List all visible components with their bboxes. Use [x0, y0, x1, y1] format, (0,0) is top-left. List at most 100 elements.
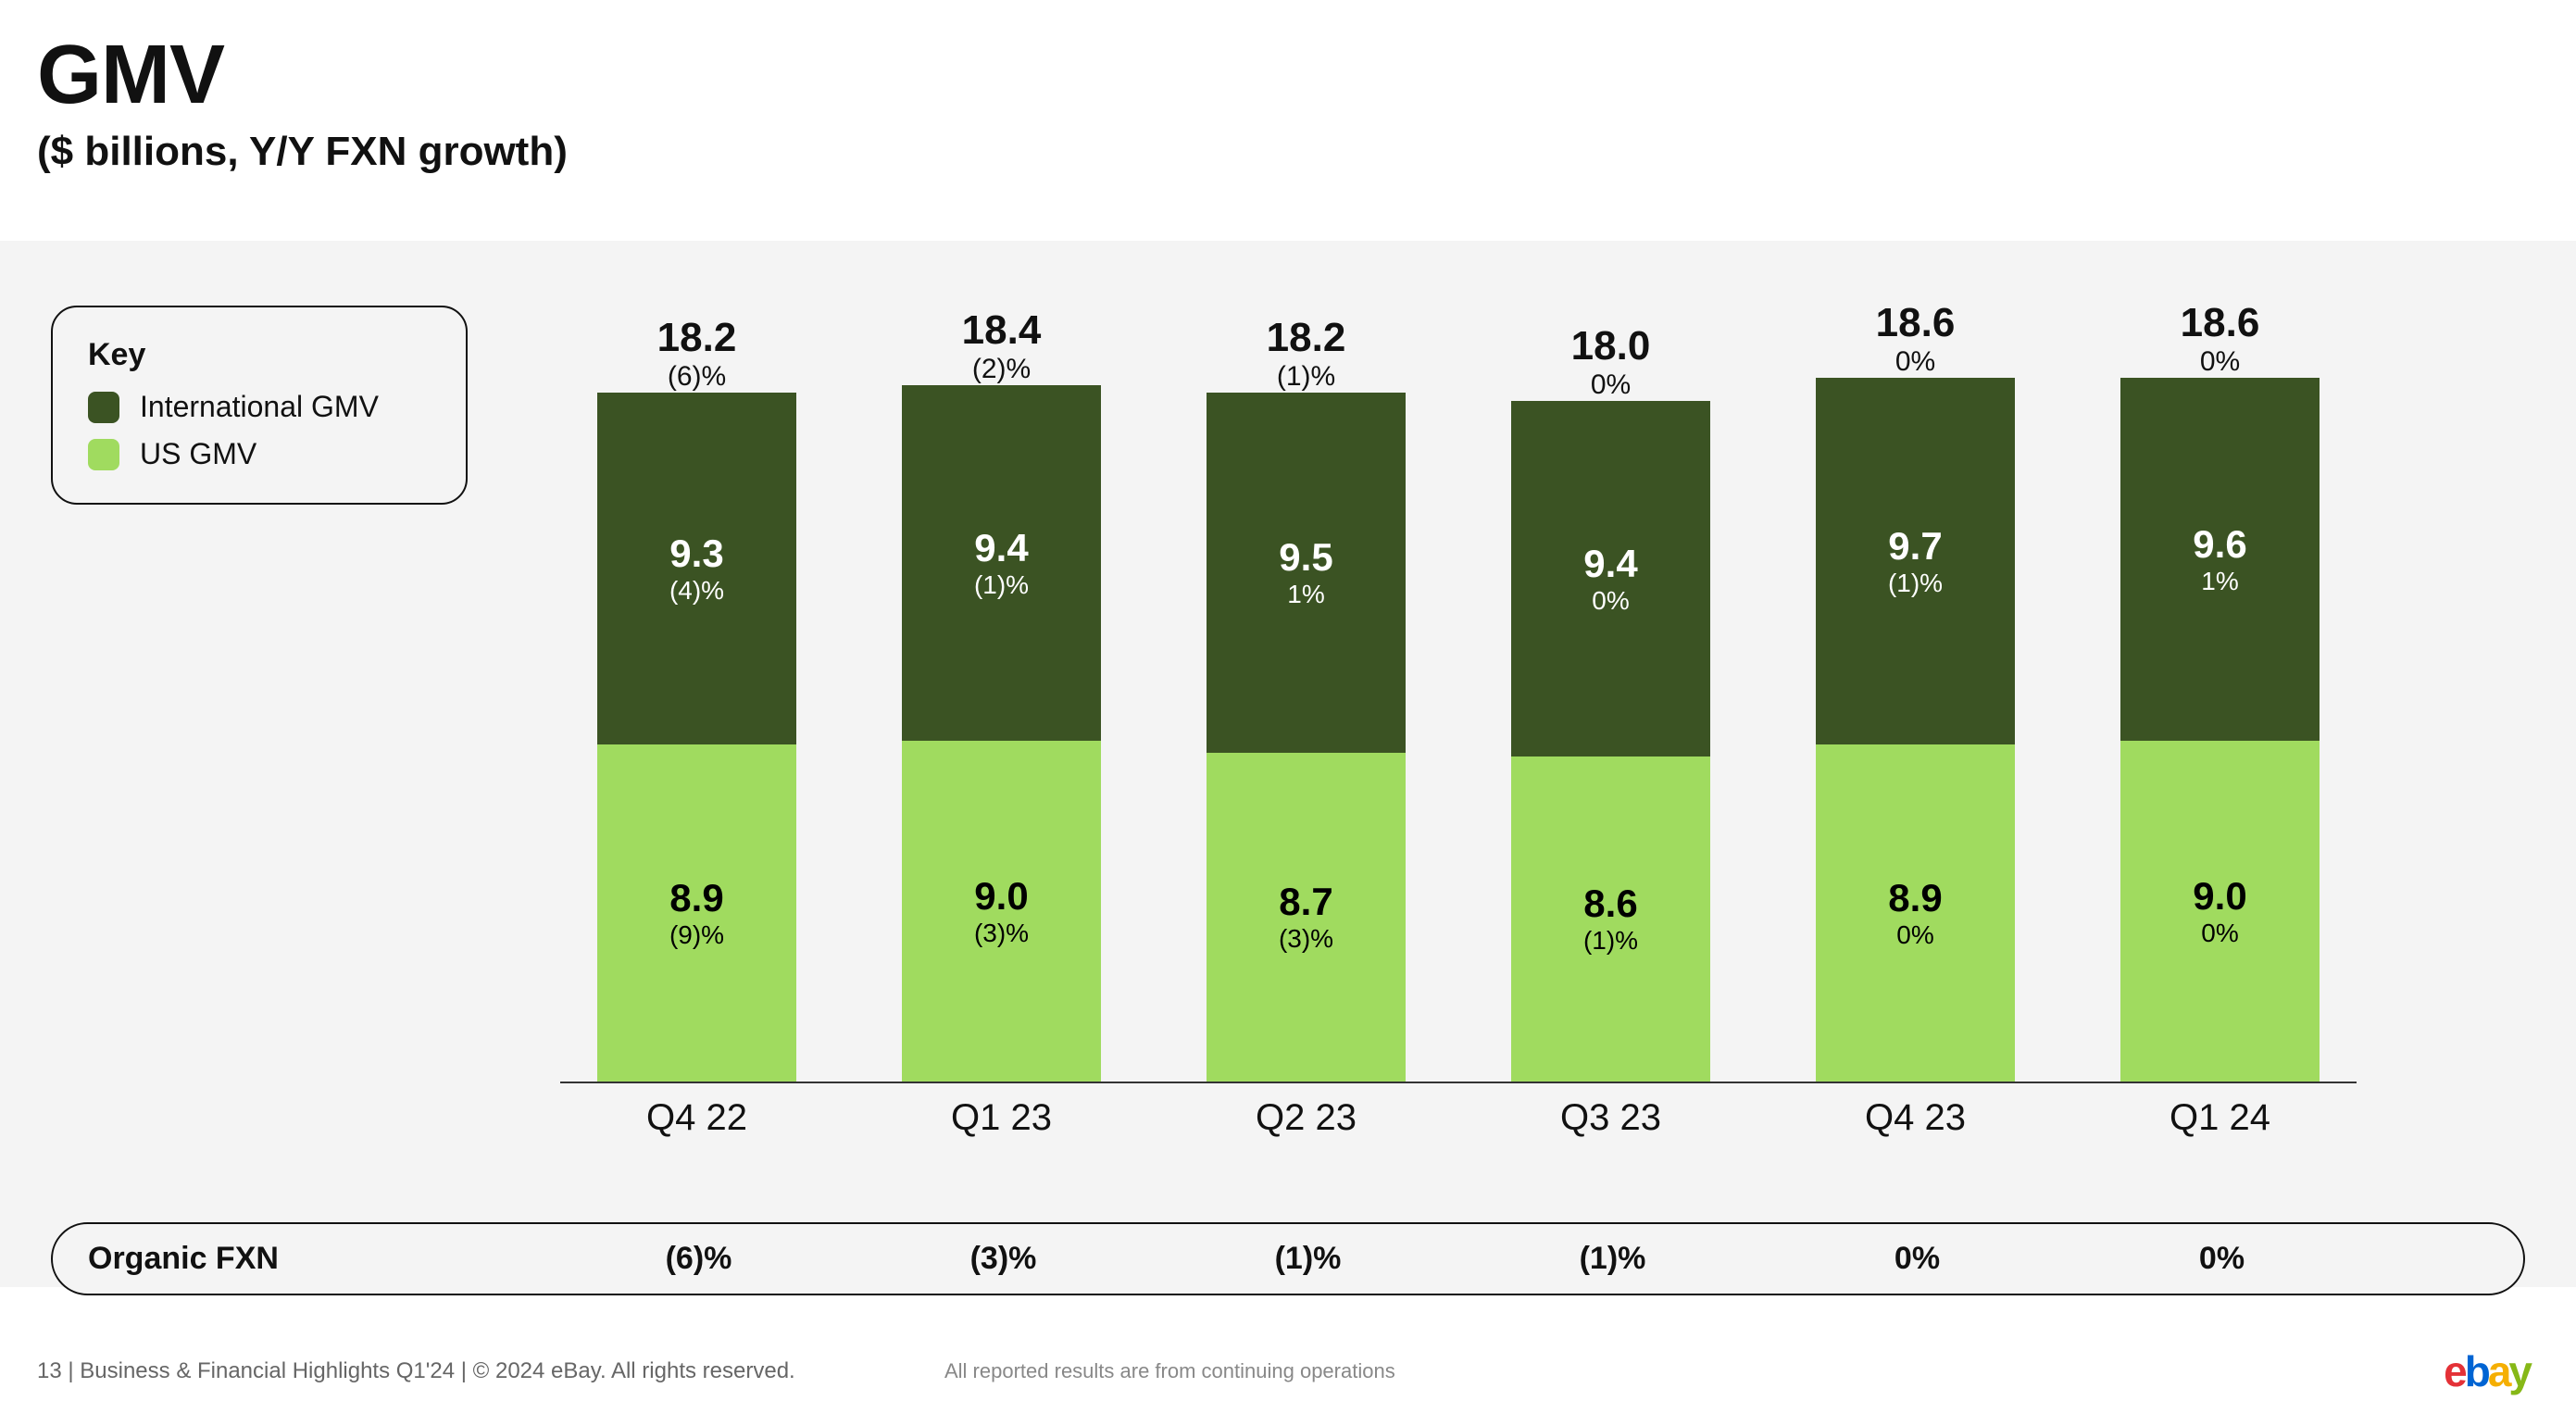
legend-item: US GMV [88, 437, 431, 471]
organic-fxn-value: (6)% [562, 1241, 835, 1277]
us-growth: (3)% [1279, 924, 1333, 954]
legend-title: Key [88, 337, 431, 373]
bar-total-value: 18.2 [560, 315, 833, 361]
organic-fxn-value: (1)% [1476, 1241, 1749, 1277]
organic-fxn-value: 0% [2085, 1241, 2358, 1277]
intl-value: 9.6 [2193, 522, 2246, 567]
bar-segment-us: 9.00% [2120, 741, 2320, 1082]
intl-growth: (1)% [1888, 569, 1943, 598]
bar-total-growth: (6)% [560, 361, 833, 393]
bar-column: 18.2(6)%9.3(4)%8.9(9)% [560, 278, 833, 1082]
intl-value: 9.7 [1888, 524, 1942, 569]
bar-total-value: 18.0 [1474, 323, 1747, 369]
us-growth: 0% [2201, 919, 2238, 948]
x-axis-label: Q4 23 [1779, 1097, 2052, 1139]
us-growth: 0% [1896, 920, 1933, 950]
us-value: 8.6 [1583, 882, 1637, 926]
bar-segment-intl: 9.40% [1511, 401, 1710, 757]
bar-total-value: 18.6 [1779, 300, 2052, 346]
bar-segment-intl: 9.51% [1207, 393, 1406, 752]
x-axis-label: Q2 23 [1169, 1097, 1443, 1139]
header: GMV ($ billions, Y/Y FXN growth) [37, 28, 568, 175]
legend-box: Key International GMV US GMV [51, 306, 468, 505]
bar-total-value: 18.2 [1169, 315, 1443, 361]
organic-fxn-value: (1)% [1171, 1241, 1444, 1277]
bar-top-labels: 18.60% [2083, 300, 2357, 378]
x-axis-label: Q1 24 [2083, 1097, 2357, 1139]
organic-fxn-values: (6)% (3)% (1)% (1)% 0% 0% [562, 1241, 2358, 1277]
legend-swatch [88, 439, 119, 470]
intl-value: 9.3 [669, 531, 723, 576]
intl-growth: (1)% [974, 570, 1029, 600]
bar-stack: 9.40%8.6(1)% [1511, 401, 1710, 1082]
page-title: GMV [37, 28, 568, 123]
footer-note: All reported results are from continuing… [944, 1359, 1395, 1383]
intl-growth: (4)% [669, 576, 724, 606]
logo-y: y [2508, 1347, 2530, 1395]
bar-stack: 9.51%8.7(3)% [1207, 393, 1406, 1082]
ebay-logo: ebay [2444, 1346, 2530, 1396]
organic-fxn-row: Organic FXN (6)% (3)% (1)% (1)% 0% 0% [51, 1222, 2525, 1295]
x-axis-label: Q3 23 [1474, 1097, 1747, 1139]
bar-column: 18.4(2)%9.4(1)%9.0(3)% [865, 278, 1138, 1082]
bars-row: 18.2(6)%9.3(4)%8.9(9)%18.4(2)%9.4(1)%9.0… [560, 278, 2357, 1083]
organic-fxn-value: (3)% [867, 1241, 1140, 1277]
slide: GMV ($ billions, Y/Y FXN growth) Key Int… [0, 0, 2576, 1413]
x-axis-label: Q1 23 [865, 1097, 1138, 1139]
bar-top-labels: 18.00% [1474, 323, 1747, 401]
bar-segment-intl: 9.4(1)% [902, 385, 1101, 741]
bar-total-growth: 0% [1474, 369, 1747, 401]
bar-segment-us: 8.6(1)% [1511, 757, 1710, 1082]
intl-growth: 1% [1287, 580, 1324, 609]
bar-segment-us: 9.0(3)% [902, 741, 1101, 1082]
bar-column: 18.60%9.7(1)%8.90% [1779, 278, 2052, 1082]
bar-total-growth: (1)% [1169, 361, 1443, 393]
legend-label: International GMV [140, 390, 379, 424]
us-value: 9.0 [974, 874, 1028, 919]
bar-top-labels: 18.2(1)% [1169, 315, 1443, 393]
legend-label: US GMV [140, 437, 256, 471]
footer-left-text: 13 | Business & Financial Highlights Q1'… [37, 1358, 795, 1384]
us-value: 9.0 [2193, 874, 2246, 919]
us-value: 8.9 [669, 876, 723, 920]
intl-value: 9.4 [1583, 542, 1637, 586]
us-growth: (1)% [1583, 926, 1638, 956]
bar-segment-us: 8.7(3)% [1207, 753, 1406, 1082]
bar-column: 18.60%9.61%9.00% [2083, 278, 2357, 1082]
page-subtitle: ($ billions, Y/Y FXN growth) [37, 129, 568, 175]
intl-value: 9.4 [974, 526, 1028, 570]
organic-fxn-label: Organic FXN [88, 1241, 562, 1277]
intl-growth: 0% [1592, 586, 1629, 616]
footer: 13 | Business & Financial Highlights Q1'… [0, 1330, 2576, 1413]
bar-stack: 9.61%9.00% [2120, 378, 2320, 1082]
logo-e: e [2444, 1347, 2465, 1395]
us-growth: (9)% [669, 920, 724, 950]
us-value: 8.9 [1888, 876, 1942, 920]
bar-stack: 9.4(1)%9.0(3)% [902, 385, 1101, 1082]
bar-total-value: 18.4 [865, 307, 1138, 354]
bar-column: 18.2(1)%9.51%8.7(3)% [1169, 278, 1443, 1082]
bar-segment-intl: 9.3(4)% [597, 393, 796, 744]
us-value: 8.7 [1279, 880, 1332, 924]
bar-total-growth: 0% [1779, 346, 2052, 378]
bar-top-labels: 18.60% [1779, 300, 2052, 378]
bar-stack: 9.3(4)%8.9(9)% [597, 393, 796, 1082]
bar-top-labels: 18.4(2)% [865, 307, 1138, 385]
chart-area: Key International GMVUS GMV 18.2(6)%9.3(… [0, 241, 2576, 1287]
bar-segment-intl: 9.7(1)% [1816, 378, 2015, 744]
bar-segment-intl: 9.61% [2120, 378, 2320, 741]
bar-segment-us: 8.9(9)% [597, 744, 796, 1082]
logo-b: b [2465, 1347, 2488, 1395]
chart-plot: 18.2(6)%9.3(4)%8.9(9)%18.4(2)%9.4(1)%9.0… [560, 278, 2357, 1083]
bar-column: 18.00%9.40%8.6(1)% [1474, 278, 1747, 1082]
organic-fxn-value: 0% [1781, 1241, 2054, 1277]
bar-total-growth: 0% [2083, 346, 2357, 378]
bar-total-value: 18.6 [2083, 300, 2357, 346]
intl-value: 9.5 [1279, 535, 1332, 580]
legend-item: International GMV [88, 390, 431, 424]
bar-stack: 9.7(1)% 8.90% [1816, 378, 2015, 1082]
x-axis-label: Q4 22 [560, 1097, 833, 1139]
x-axis: Q4 22 Q1 23 Q2 23 Q3 23 Q4 23 Q1 24 [560, 1097, 2357, 1139]
intl-growth: 1% [2201, 567, 2238, 596]
bar-top-labels: 18.2(6)% [560, 315, 833, 393]
